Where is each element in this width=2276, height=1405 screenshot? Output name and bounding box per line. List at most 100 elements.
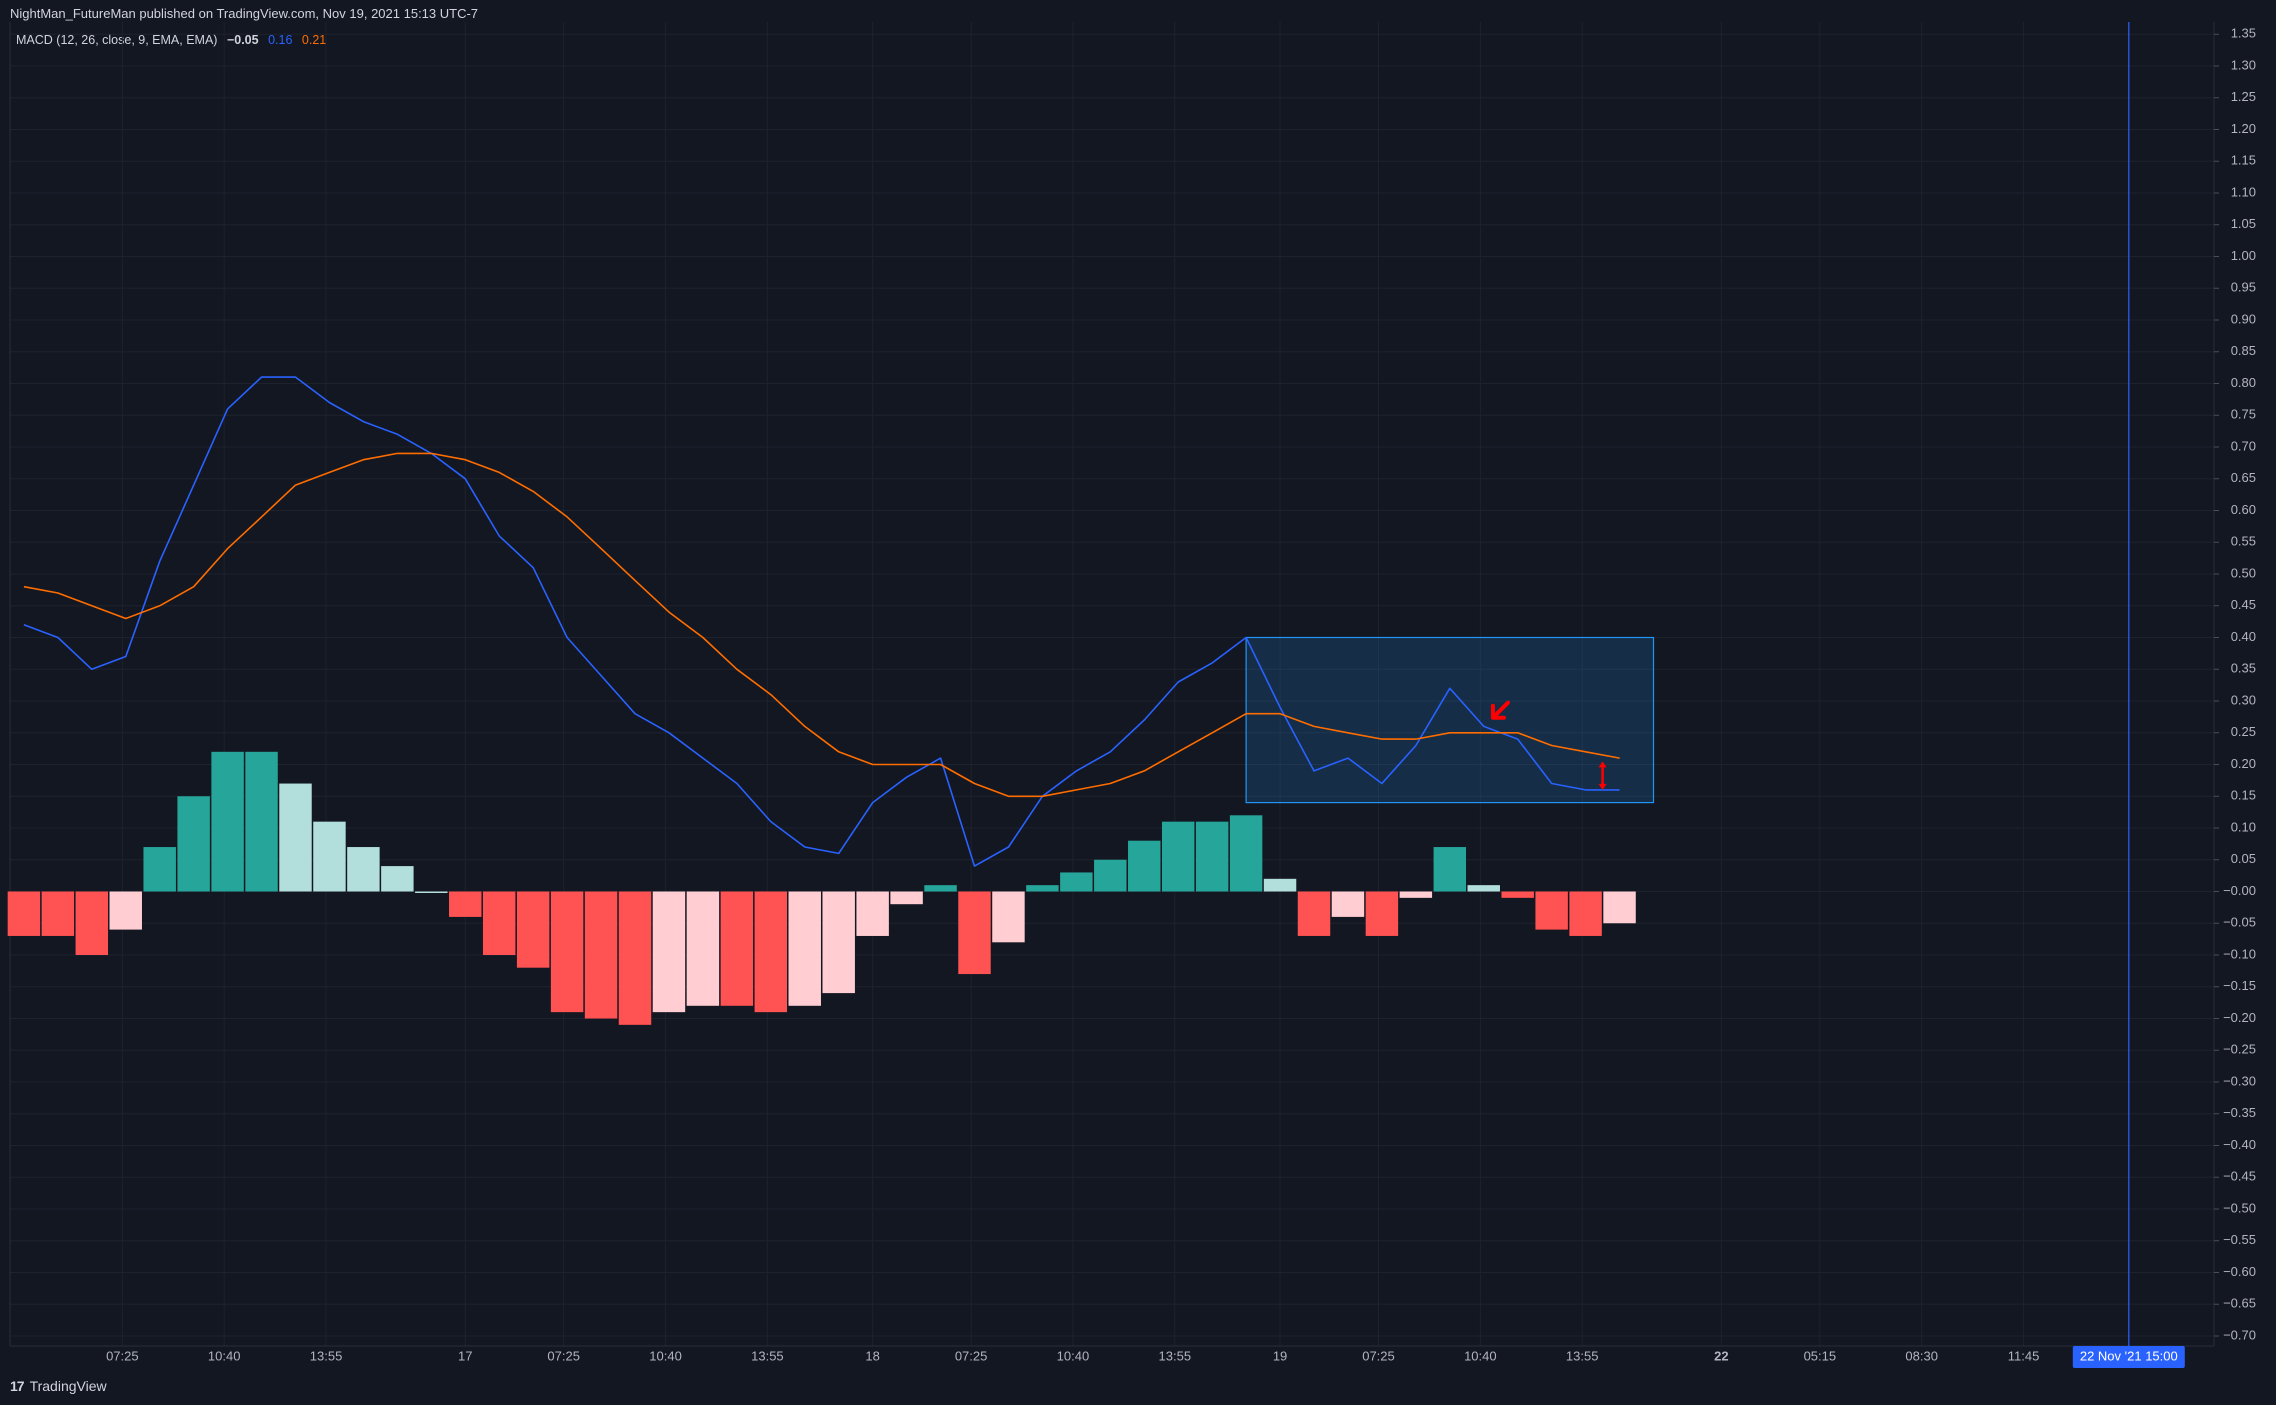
x-tick-label: 10:40: [649, 1348, 682, 1363]
histogram-bar: [516, 891, 550, 968]
histogram-bar: [1399, 891, 1433, 898]
histogram-bar: [720, 891, 754, 1006]
indicator-name: MACD (12, 26, close, 9, EMA, EMA): [16, 33, 218, 47]
indicator-legend[interactable]: MACD (12, 26, close, 9, EMA, EMA) −0.05 …: [16, 33, 326, 47]
y-tick-label: −0.35: [2223, 1105, 2256, 1120]
histogram-bar: [1467, 885, 1500, 892]
y-tick-label: 1.15: [2231, 153, 2256, 168]
y-tick-label: −0.40: [2223, 1137, 2256, 1152]
histogram-bars: [7, 751, 1636, 1025]
histogram-bar: [958, 891, 991, 975]
crosshair-time-label: 22 Nov '21 15:00: [2072, 1346, 2185, 1368]
y-tick-label: 1.05: [2231, 216, 2256, 231]
y-tick-label: −0.30: [2223, 1073, 2256, 1088]
red-arrow-head-icon: [1490, 703, 1506, 720]
histogram-bar: [1331, 891, 1365, 917]
x-tick-label: 07:25: [547, 1348, 580, 1363]
histogram-bar: [618, 891, 652, 1025]
y-tick-label: 0.05: [2231, 851, 2256, 866]
x-tick-label: 13:55: [751, 1348, 784, 1363]
histogram-bar: [992, 891, 1025, 943]
y-tick-label: 1.10: [2231, 184, 2256, 199]
x-tick-label: 13:55: [1566, 1348, 1599, 1363]
histogram-bar: [313, 821, 346, 892]
annotations[interactable]: [1490, 700, 1607, 790]
y-tick-label: −0.05: [2223, 915, 2256, 930]
histogram-bar: [924, 885, 957, 892]
histogram-bar: [347, 847, 380, 892]
y-tick-label: 0.20: [2231, 756, 2256, 771]
x-tick-label: 17: [458, 1348, 472, 1363]
y-tick-label: 1.30: [2231, 57, 2256, 72]
histogram-bar: [1365, 891, 1399, 936]
x-tick-label: 05:15: [1804, 1348, 1837, 1363]
y-tick-label: −0.70: [2223, 1327, 2256, 1342]
histogram-bar: [1026, 885, 1059, 892]
histogram-bar: [1297, 891, 1331, 936]
grid: [10, 22, 2214, 1346]
y-tick-label: 1.25: [2231, 89, 2256, 104]
y-tick-label: −0.20: [2223, 1010, 2256, 1025]
crosshair-time-label-text: 22 Nov '21 15:00: [2080, 1348, 2178, 1363]
histogram-bar: [754, 891, 788, 1013]
histogram-bar: [1161, 821, 1195, 892]
histogram-bar: [1569, 891, 1602, 936]
x-tick-label: 07:25: [955, 1348, 988, 1363]
y-tick-label: −0.00: [2223, 883, 2256, 898]
histogram-bar: [177, 796, 210, 892]
highlight-rectangle[interactable]: [1245, 636, 1655, 804]
x-tick-label: 11:45: [2008, 1348, 2040, 1363]
histogram-bar: [1128, 840, 1161, 892]
x-tick-label: 18: [865, 1348, 879, 1363]
histogram-bar: [75, 891, 109, 955]
x-tick-label: 13:55: [1159, 1348, 1192, 1363]
y-tick-label: 0.90: [2231, 311, 2256, 326]
range-marker-top-arrow-icon: [1598, 761, 1607, 768]
footer-brand[interactable]: 17 TradingView: [10, 1378, 107, 1394]
tradingview-logo-icon: 17: [10, 1378, 25, 1394]
y-tick-label: 0.25: [2231, 724, 2256, 739]
y-tick-label: 1.35: [2231, 26, 2256, 41]
histogram-bar: [245, 751, 278, 892]
histogram-bar: [381, 866, 414, 892]
histogram-bar: [279, 783, 312, 892]
y-tick-label: −0.15: [2223, 978, 2256, 993]
y-tick-label: 0.95: [2231, 280, 2256, 295]
histogram-value: −0.05: [226, 33, 259, 47]
histogram-bar: [143, 847, 176, 892]
y-tick-label: 0.75: [2231, 407, 2256, 422]
histogram-bar: [1535, 891, 1568, 930]
crosshair-time-label-bg: [2072, 1346, 2185, 1368]
price-axis[interactable]: 1.35 1.30 1.25 1.20 1.15 1.10 1.05 1.00 0.95 0.90…: [2214, 26, 2256, 1343]
time-axis[interactable]: 07:25 10:40 13:55 17 07:25 10:40 13:55 18 07:25 1…: [106, 1348, 2039, 1363]
x-tick-label: 10:40: [1057, 1348, 1090, 1363]
histogram-bar: [550, 891, 584, 1013]
x-tick-label: 10:40: [1464, 1348, 1497, 1363]
range-marker-bottom-arrow-icon: [1598, 783, 1607, 790]
x-tick-label: 22: [1714, 1348, 1728, 1363]
y-tick-label: 0.65: [2231, 470, 2256, 485]
y-tick-label: 0.50: [2231, 565, 2256, 580]
histogram-bar: [1263, 878, 1297, 892]
histogram-bar: [449, 891, 482, 917]
histogram-bar: [788, 891, 821, 1006]
y-tick-label: −0.10: [2223, 946, 2256, 961]
x-tick-label: 07:25: [1362, 1348, 1395, 1363]
y-tick-label: 0.55: [2231, 534, 2256, 549]
indicator-lines: [23, 376, 1620, 867]
y-tick-label: 1.20: [2231, 121, 2256, 136]
histogram-bar: [1501, 891, 1534, 898]
red-arrow-icon[interactable]: [1491, 700, 1510, 719]
x-tick-label: 08:30: [1905, 1348, 1938, 1363]
y-tick-label: 0.80: [2231, 375, 2256, 390]
y-tick-label: 0.45: [2231, 597, 2256, 612]
histogram-bar: [1229, 815, 1263, 892]
histogram-bar: [890, 891, 923, 905]
histogram-bar: [109, 891, 142, 930]
y-tick-label: 1.00: [2231, 248, 2256, 263]
publisher-caption: NightMan_FutureMan published on TradingV…: [10, 6, 479, 21]
signal-line: [23, 452, 1620, 798]
highlight-box[interactable]: [1245, 636, 1655, 804]
y-tick-label: −0.50: [2223, 1200, 2256, 1215]
